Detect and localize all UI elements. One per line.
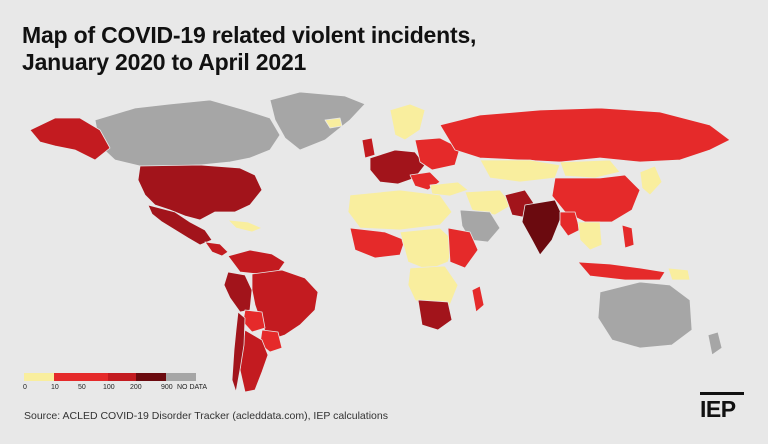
region-eastern-europe <box>414 137 461 171</box>
region-iceland <box>324 117 343 129</box>
region-australia <box>597 281 693 349</box>
legend-swatch-200-900 <box>136 373 166 381</box>
legend-tick-no-data: NO DATA <box>177 384 208 391</box>
legend-swatch-no-data <box>166 373 196 381</box>
region-iran-iraq <box>464 189 513 216</box>
region-usa <box>137 164 263 221</box>
region-canada <box>94 99 281 167</box>
region-central-america <box>204 241 229 257</box>
region-west-africa <box>349 227 406 259</box>
region-bangladesh-myanmar <box>559 211 581 237</box>
region-peru-ecuador <box>223 271 253 313</box>
region-south-africa <box>417 299 453 331</box>
legend-swatch-10-50 <box>54 373 82 381</box>
region-india <box>521 199 563 256</box>
legend-tick-0: 0 <box>23 384 27 391</box>
map-title: Map of COVID-19 related violent incident… <box>22 22 476 76</box>
region-caribbean <box>227 219 263 233</box>
legend-swatch-0-10 <box>24 373 54 381</box>
region-chile <box>231 311 246 393</box>
region-southeast-asia <box>577 221 603 251</box>
title-line-1: Map of COVID-19 related violent incident… <box>22 22 477 48</box>
region-colombia-venezuela <box>227 249 286 275</box>
region-turkey <box>429 181 469 197</box>
region-central-africa <box>399 227 456 271</box>
legend-tick-10: 10 <box>51 384 59 391</box>
legend-swatches <box>24 373 206 381</box>
source-note: Source: ACLED COVID-19 Disorder Tracker … <box>24 410 388 422</box>
logo-bar <box>700 392 744 395</box>
region-alaska <box>29 117 111 161</box>
legend: 0 10 50 100 200 900 NO DATA <box>23 373 207 391</box>
title-line-2: January 2020 to April 2021 <box>22 49 307 75</box>
region-east-africa <box>447 227 479 269</box>
region-mongolia <box>559 159 621 179</box>
region-png <box>667 267 691 281</box>
region-russia <box>439 107 731 163</box>
region-kazakhstan <box>479 159 561 183</box>
region-scandinavia <box>389 103 426 141</box>
region-japan-korea <box>639 165 663 196</box>
region-mexico <box>147 204 213 246</box>
region-madagascar <box>471 285 485 313</box>
legend-ticks: 0 10 50 100 200 900 NO DATA <box>23 384 208 396</box>
legend-swatch-100-200 <box>108 373 136 381</box>
region-bolivia <box>242 309 266 333</box>
legend-tick-900: 900 <box>161 384 173 391</box>
region-greenland <box>269 91 366 151</box>
region-north-africa <box>347 189 453 231</box>
iep-logo: IEP <box>700 392 746 422</box>
legend-swatch-50-100 <box>82 373 108 381</box>
legend-tick-100: 100 <box>103 384 115 391</box>
logo-text: IEP <box>700 396 736 422</box>
region-brazil <box>251 269 319 341</box>
region-new-zealand <box>707 331 723 356</box>
legend-tick-50: 50 <box>78 384 86 391</box>
region-philippines <box>621 224 635 249</box>
region-uk <box>361 137 376 159</box>
region-china <box>551 174 641 223</box>
legend-tick-200: 200 <box>130 384 142 391</box>
region-indonesia <box>577 261 666 281</box>
